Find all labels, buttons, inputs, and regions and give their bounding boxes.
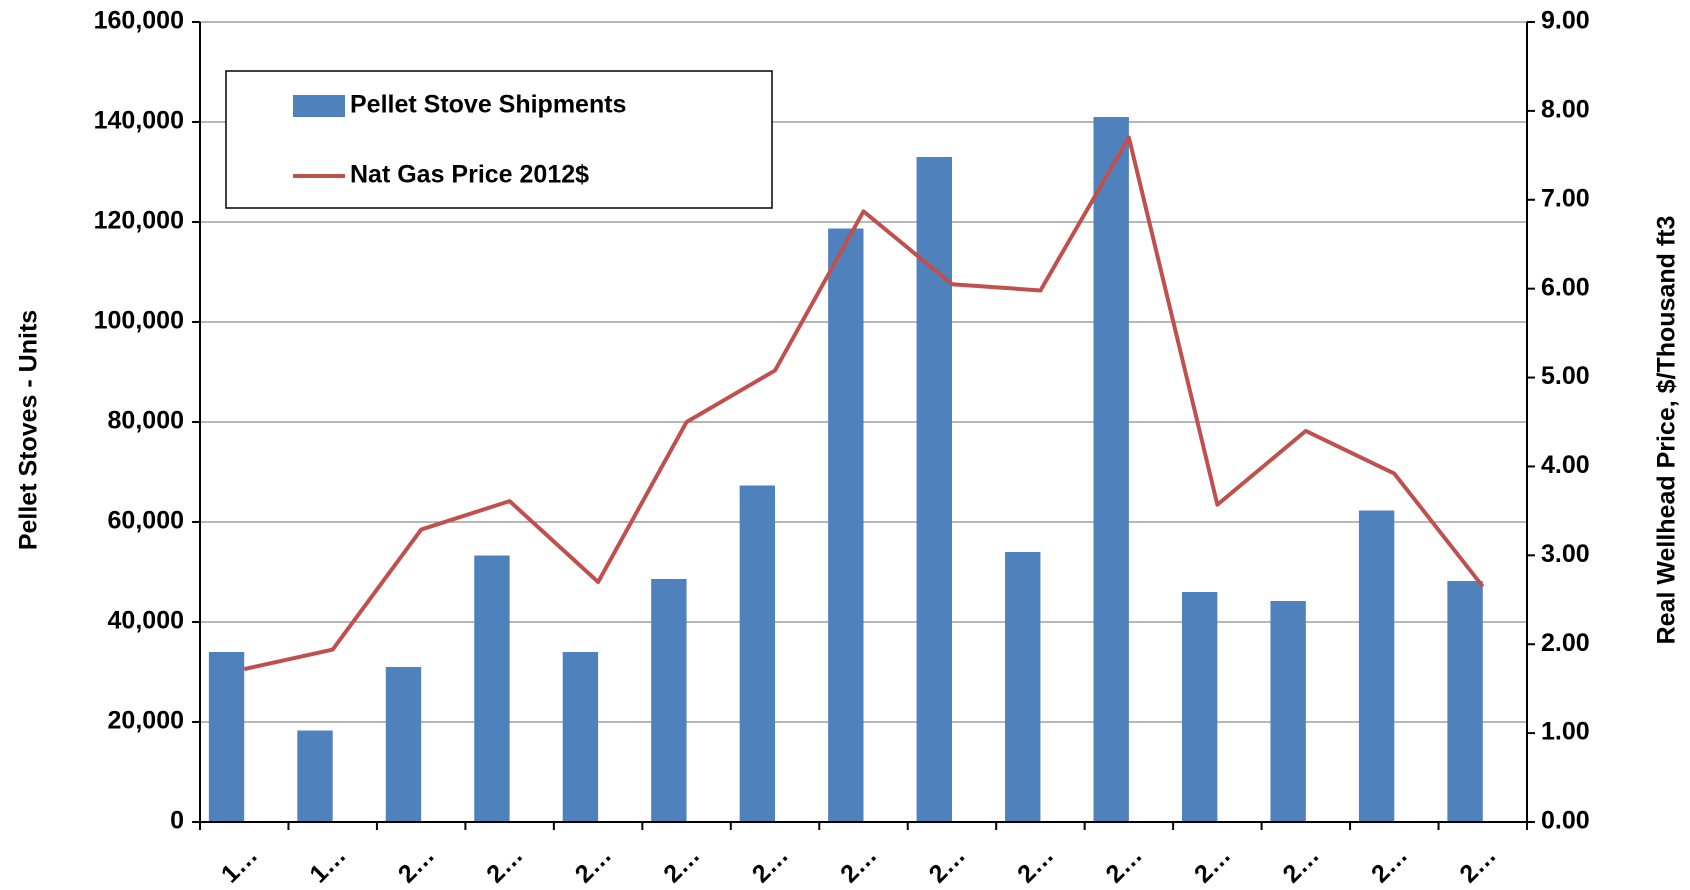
y2-tick-label: 8.00 [1541,95,1590,123]
bar [828,228,864,822]
y2-tick-label: 7.00 [1541,184,1590,212]
bar [1447,581,1483,822]
x-tick-label: 2… [570,841,617,888]
x-tick-label: 2… [658,841,705,888]
bar [562,652,599,822]
bar [1358,510,1395,822]
y-tick-label: 0 [170,807,184,835]
legend-label: Nat Gas Price 2012$ [350,161,589,189]
y2-tick-label: 9.00 [1541,7,1590,35]
y2-tick-label: 4.00 [1541,451,1590,479]
x-tick-label: 2… [747,841,794,888]
y-tick-label: 160,000 [94,7,184,35]
y2-tick-label: 6.00 [1541,273,1590,301]
bar [1005,552,1041,822]
bar [916,157,952,822]
legend-swatch [293,95,345,117]
bar [474,555,510,822]
bar [1270,601,1306,822]
x-tick-label: 2… [481,841,528,888]
bar [739,485,776,822]
y2-axis-title: Real Wellhead Price, $/Thousand ft3 [1653,216,1681,645]
y2-tick-label: 5.00 [1541,362,1590,390]
bar [208,652,245,822]
x-tick-label: 2… [835,841,882,888]
y2-tick-label: 1.00 [1541,718,1590,746]
x-tick-label: 2… [1277,841,1324,888]
y-tick-label: 140,000 [94,107,184,135]
bar [297,730,333,822]
x-tick-label: 2… [1012,841,1059,888]
x-tick-label: 2… [1189,841,1236,888]
y-tick-label: 120,000 [94,207,184,235]
bar [1181,592,1218,822]
x-tick-label: 1… [216,841,263,888]
legend-label: Pellet Stove Shipments [350,91,626,119]
y2-tick-label: 2.00 [1541,629,1590,657]
y-tick-label: 20,000 [108,707,184,735]
bar [385,667,422,822]
x-tick-label: 2… [1454,841,1501,888]
x-tick-label: 2… [924,841,971,888]
line [243,135,1485,672]
bar [1093,117,1129,822]
x-tick-label: 2… [393,841,440,888]
y-tick-label: 100,000 [94,307,184,335]
y-tick-label: 80,000 [108,407,184,435]
y2-tick-label: 0.00 [1541,807,1590,835]
x-tick-label: 1… [304,841,351,888]
bar [651,579,687,822]
y-axis-title: Pellet Stoves - Units [15,310,43,550]
y-tick-label: 60,000 [108,507,184,535]
y2-tick-label: 3.00 [1541,540,1590,568]
y-tick-label: 40,000 [108,607,184,635]
x-tick-label: 2… [1366,841,1413,888]
x-tick-label: 2… [1101,841,1148,888]
legend-box [225,70,773,209]
